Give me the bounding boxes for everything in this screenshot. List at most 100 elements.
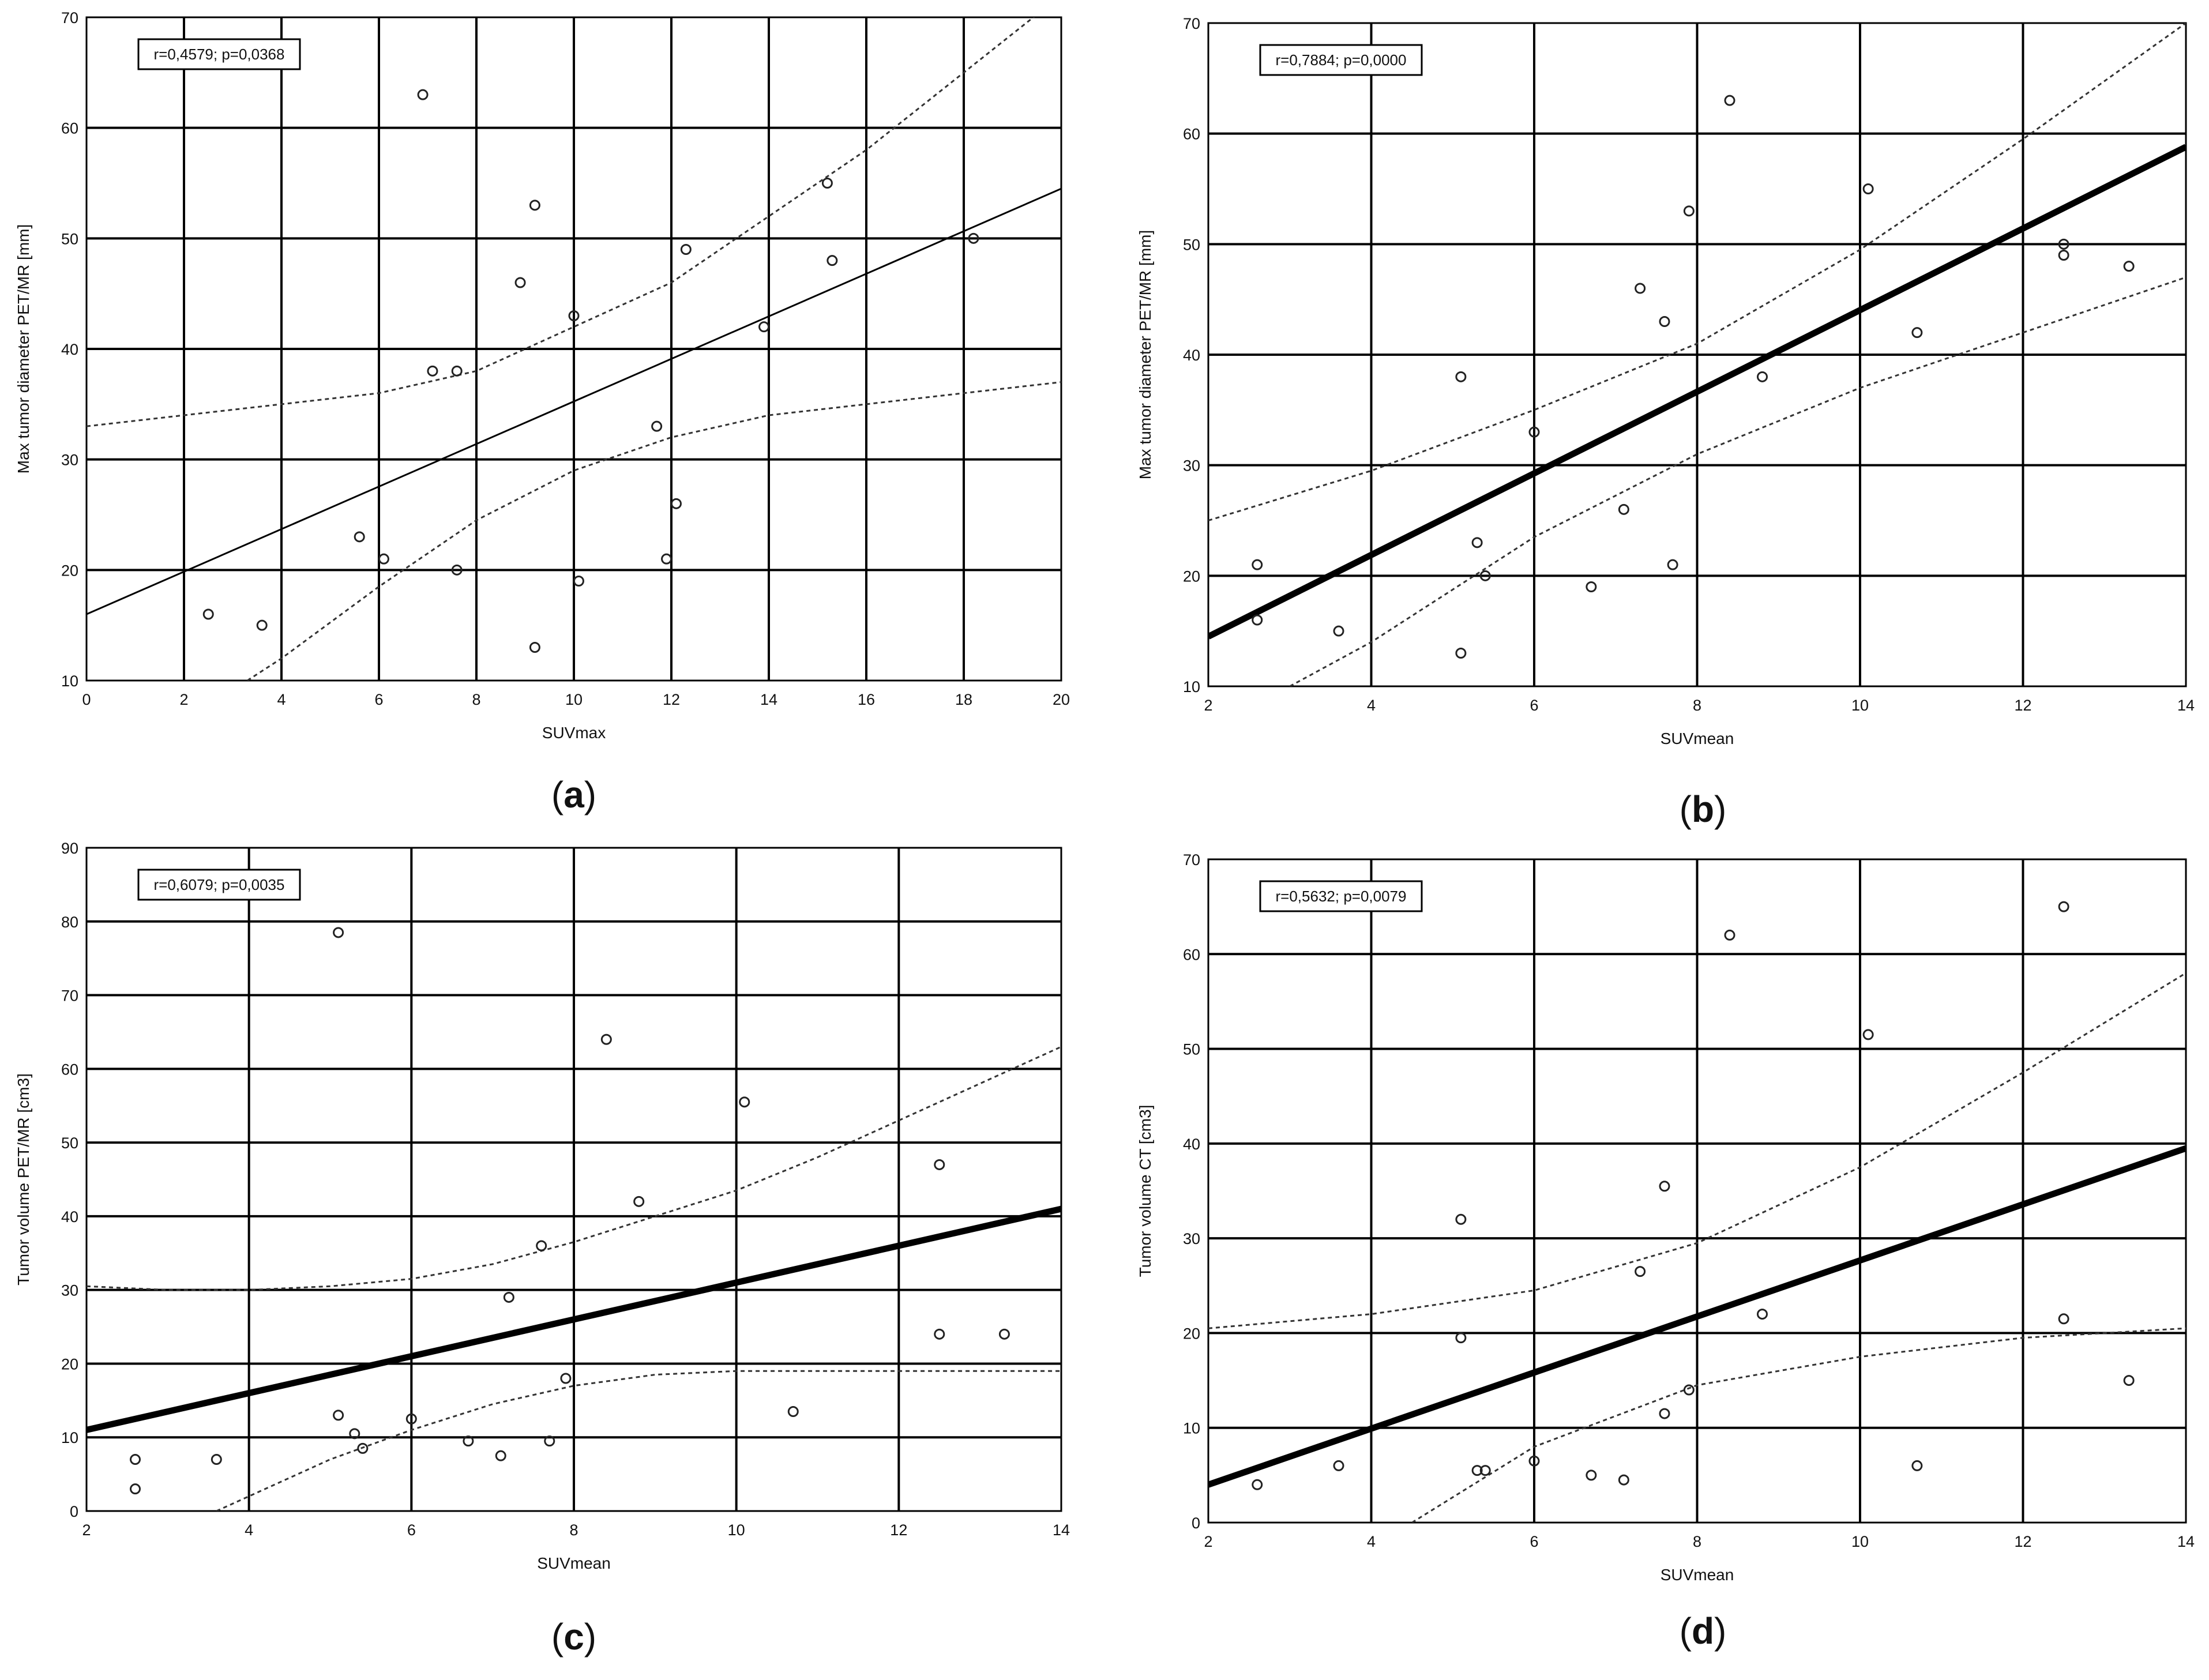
regression-line (1208, 1145, 2186, 1488)
data-point (573, 576, 584, 587)
data-point (568, 310, 580, 321)
y-tick-label: 40 (1183, 347, 1200, 364)
data-point (998, 1328, 1010, 1340)
data-point (739, 1096, 750, 1108)
y-tick-label: 80 (61, 914, 78, 931)
chart-panel-d: 2 4 6 8 10 12 14 0 10 20 30 40 50 60 70 SUVmean Tumor vo… (1136, 851, 2195, 1652)
x-axis-label: SUVmean (1660, 1566, 1734, 1584)
x-tick-label: 8 (1693, 1533, 1701, 1550)
data-point (333, 1410, 344, 1421)
y-tick-label: 30 (61, 1282, 78, 1299)
x-tick-label: 10 (1851, 1533, 1869, 1550)
annotation-box (1259, 44, 1423, 76)
data-point (405, 1413, 417, 1425)
x-axis-label: SUVmean (1660, 730, 1734, 747)
data-point (427, 365, 438, 377)
y-tick-label: 30 (61, 452, 78, 469)
data-point (1471, 1465, 1483, 1476)
x-tick-label: 6 (374, 691, 383, 708)
y-tick-label: 30 (1183, 1230, 1200, 1247)
data-point (1252, 559, 1263, 570)
data-point (451, 365, 463, 377)
ci-lower-line (1289, 276, 2186, 686)
x-tick-label: 2 (1204, 697, 1212, 714)
data-point (1252, 614, 1263, 626)
annotation-text: r=0,6079; p=0,0035 (154, 876, 285, 893)
data-point (202, 608, 214, 620)
x-tick-label: 10 (1851, 697, 1869, 714)
data-point (633, 1196, 645, 1207)
regression-line (87, 1205, 1061, 1433)
data-point (827, 255, 838, 266)
plot-area (1208, 23, 2186, 686)
panel-caption: (b) (1680, 788, 1727, 830)
x-tick-label: 20 (1053, 691, 1070, 708)
data-point (1659, 1408, 1670, 1419)
data-point (1479, 1465, 1491, 1476)
annotation-box (1259, 880, 1423, 912)
x-tick-label: 10 (728, 1521, 745, 1539)
data-point (1862, 183, 1874, 194)
y-tick-label: 20 (61, 562, 78, 579)
plot-frame (85, 847, 1062, 1512)
data-point (354, 531, 365, 543)
regression-line (87, 187, 1061, 615)
data-point (1659, 1181, 1670, 1192)
panel-caption: (d) (1680, 1610, 1727, 1652)
data-point (1528, 426, 1540, 438)
data-point (1757, 1309, 1768, 1320)
y-tick-label: 0 (70, 1503, 78, 1520)
y-tick-label: 60 (1183, 126, 1200, 143)
y-tick-label: 60 (61, 120, 78, 137)
y-tick-label: 70 (61, 987, 78, 1005)
data-point (661, 553, 673, 565)
data-point (1667, 559, 1678, 570)
y-tick-label: 10 (1183, 678, 1200, 696)
data-point (1635, 283, 1646, 294)
plot-frame (85, 16, 1062, 682)
y-tick-label: 70 (61, 9, 78, 27)
data-point (600, 1033, 612, 1045)
y-tick-label: 60 (61, 1061, 78, 1078)
x-tick-label: 6 (1530, 697, 1538, 714)
y-tick-label: 30 (1183, 457, 1200, 475)
data-point (680, 244, 692, 255)
x-tick-label: 4 (245, 1521, 253, 1539)
plot-frame (1207, 858, 2187, 1524)
data-point (2058, 250, 2069, 261)
data-point (934, 1328, 945, 1340)
data-point (1911, 1460, 1923, 1471)
data-point (130, 1483, 141, 1495)
ci-lower-line (216, 1370, 1061, 1511)
data-point (1528, 1455, 1540, 1467)
data-point (1683, 1384, 1695, 1396)
data-point (1471, 537, 1483, 548)
x-tick-label: 14 (2177, 697, 2195, 714)
data-point (787, 1406, 799, 1417)
plot-area (87, 17, 1061, 681)
x-tick-label: 14 (1053, 1521, 1070, 1539)
data-point (1333, 1460, 1344, 1471)
x-tick-label: 14 (760, 691, 777, 708)
x-axis-label: SUVmean (537, 1554, 611, 1572)
data-point (1252, 1479, 1263, 1490)
data-point (1683, 205, 1695, 217)
data-point (417, 89, 429, 100)
x-tick-label: 18 (955, 691, 972, 708)
annotation-text: r=0,7884; p=0,0000 (1276, 51, 1407, 69)
x-tick-label: 12 (890, 1521, 907, 1539)
y-tick-label: 10 (61, 672, 78, 690)
chart-panel-a: 0 2 4 6 8 10 12 14 16 18 20 10 20 30 40 50 60 70 SUVmax Max… (14, 9, 1070, 815)
x-tick-label: 8 (472, 691, 480, 708)
ci-upper-line (1208, 972, 2186, 1329)
x-tick-label: 6 (1530, 1533, 1538, 1550)
y-tick-label: 40 (61, 341, 78, 358)
y-tick-label: 70 (1183, 15, 1200, 32)
y-tick-label: 70 (1183, 851, 1200, 869)
y-tick-label: 40 (61, 1208, 78, 1226)
data-point (1333, 625, 1344, 637)
data-point (1479, 570, 1491, 581)
x-tick-label: 12 (2014, 1533, 2031, 1550)
y-axis-label: Max tumor diameter PET/MR [mm] (14, 224, 32, 474)
y-tick-label: 50 (1183, 236, 1200, 253)
